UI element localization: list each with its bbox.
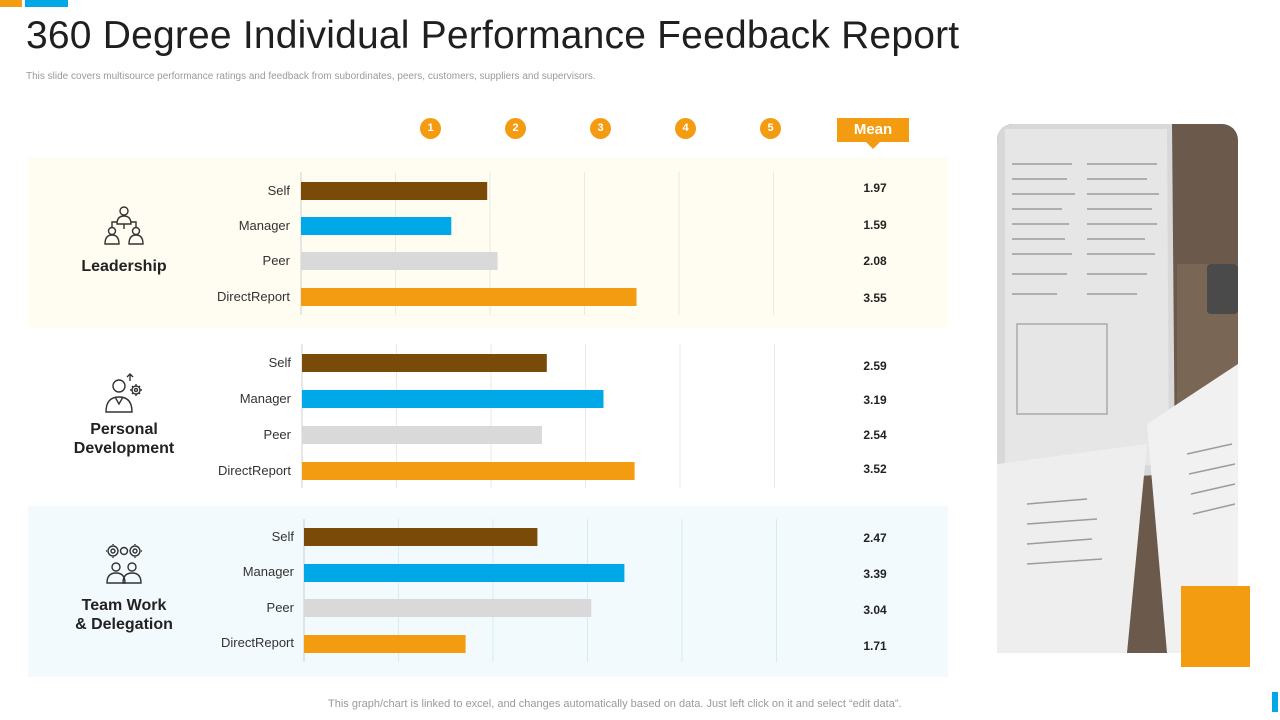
row-label: DirectReport (218, 463, 291, 478)
mean-value: 3.39 (863, 567, 887, 581)
mean-value: 2.47 (863, 531, 887, 545)
row-label: Self (271, 529, 294, 544)
page-subtitle: This slide covers multisource performanc… (26, 71, 596, 82)
scale-marker-2: 2 (505, 118, 526, 139)
mean-value: 1.97 (863, 181, 887, 195)
section-label-teamwork: Team Work & Delegation (75, 597, 173, 633)
mean-value: 1.71 (863, 639, 887, 653)
mean-value: 2.54 (863, 428, 887, 442)
scale-marker-1: 1 (420, 118, 441, 139)
team-leader-icon (104, 206, 144, 245)
corner-accent-blue (25, 0, 68, 7)
person-growth-icon (105, 373, 142, 413)
personal-development-band (28, 330, 948, 500)
leadership-band (28, 157, 948, 328)
page-title: 360 Degree Individual Performance Feedba… (26, 14, 960, 57)
section-label-leadership: Leadership (81, 258, 167, 275)
row-label: Manager (239, 391, 291, 406)
mean-value: 1.59 (863, 218, 887, 232)
row-label: Manager (242, 564, 294, 579)
row-label: Self (267, 183, 290, 198)
mean-value: 2.08 (863, 254, 887, 268)
footnote: This graph/chart is linked to excel, and… (328, 698, 902, 710)
row-label: Manager (238, 218, 290, 233)
teamwork-band (28, 506, 948, 677)
section-label-personal-development: Personal Development (73, 421, 175, 457)
teamwork-gears-icon (106, 544, 142, 584)
mean-value: 3.52 (863, 462, 887, 476)
photo-accent-block (1181, 586, 1250, 667)
mean-value: 2.59 (863, 359, 887, 373)
mean-value: 3.04 (863, 603, 887, 617)
mean-value: 3.55 (863, 291, 887, 305)
documents-photo (997, 124, 1238, 653)
mean-value: 3.19 (863, 393, 887, 407)
mean-header: Mean (837, 118, 909, 149)
row-label: Peer (263, 427, 291, 442)
corner-accent-orange (0, 0, 22, 7)
scale-marker-3: 3 (590, 118, 611, 139)
scale-marker-5: 5 (760, 118, 781, 139)
row-label: DirectReport (221, 635, 294, 650)
row-label: Self (268, 355, 291, 370)
row-label: Peer (266, 600, 294, 615)
row-label: DirectReport (217, 289, 290, 304)
row-label: Peer (262, 253, 290, 268)
corner-accent-blue-bottom (1272, 692, 1278, 712)
scale-marker-4: 4 (675, 118, 696, 139)
